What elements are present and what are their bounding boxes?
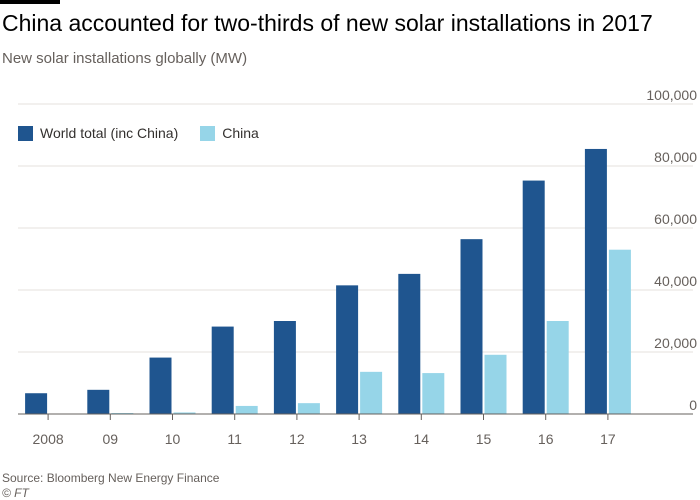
chart-subtitle: New solar installations globally (MW) (2, 50, 248, 67)
brand-bar (0, 0, 60, 4)
y-tick-label: 40,000 (654, 273, 697, 289)
legend-label-world: World total (inc China) (40, 125, 179, 141)
x-tick-label: 15 (476, 431, 492, 447)
bar-world-total (584, 148, 607, 414)
bar-world-total (460, 239, 483, 414)
source-note: Source: Bloomberg New Energy Finance (2, 471, 220, 485)
bar-china (422, 373, 445, 414)
bar-china (173, 412, 196, 414)
x-tick-label: 13 (351, 431, 367, 447)
x-tick-label: 11 (227, 431, 242, 447)
x-tick-label: 09 (103, 431, 119, 447)
chart-title: China accounted for two-thirds of new so… (2, 10, 653, 36)
y-tick-label: 0 (689, 397, 697, 413)
bar-china (360, 371, 383, 414)
bar-chart: 0 20,000 40,000 60,000 80,000 100,000 2008 09 10… (18, 87, 697, 447)
bar-world-total (336, 285, 359, 414)
x-tick-label: 12 (289, 431, 305, 447)
y-tick-label: 80,000 (654, 149, 697, 165)
y-tick-label: 100,000 (646, 87, 697, 103)
x-tick-label: 17 (600, 431, 616, 447)
legend-item-world: World total (inc China) (18, 125, 178, 141)
credit-note: © FT (2, 486, 29, 500)
legend-swatch-world (18, 125, 33, 141)
bar-china (235, 405, 258, 414)
x-tick-label: 14 (414, 431, 430, 447)
bar-china (608, 249, 631, 414)
bar-world-total (25, 393, 48, 414)
x-tick-label: 16 (538, 431, 554, 447)
legend-item-china: China (200, 125, 259, 141)
bar-world-total (273, 321, 296, 414)
x-tick-label: 10 (165, 431, 181, 447)
bar-world-total (211, 326, 234, 414)
y-tick-label: 60,000 (654, 211, 697, 227)
y-tick-label: 20,000 (654, 335, 697, 351)
bar-world-total (149, 357, 172, 414)
bar-china (546, 321, 569, 414)
chart-legend: World total (inc China) China (18, 125, 281, 141)
legend-swatch-china (200, 125, 216, 141)
bar-world-total (87, 389, 110, 414)
legend-label-china: China (222, 125, 259, 141)
bar-china (484, 354, 507, 414)
bar-world-total (398, 273, 421, 414)
bar-world-total (522, 180, 545, 414)
x-tick-label: 2008 (33, 431, 64, 447)
bar-china (297, 403, 320, 414)
